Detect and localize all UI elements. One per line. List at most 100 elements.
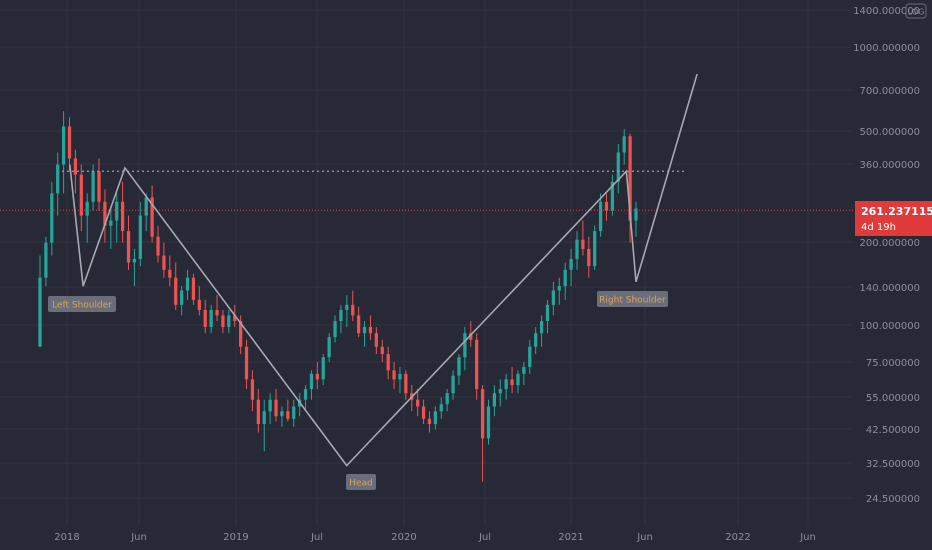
x-tick: 2021 xyxy=(558,532,583,543)
y-tick: 75.000000 xyxy=(866,358,920,369)
candle-body xyxy=(362,326,367,334)
x-tick: Jun xyxy=(636,532,653,543)
candle-body xyxy=(622,136,626,153)
candle-body xyxy=(492,393,496,407)
annotation-head: Head xyxy=(346,474,376,490)
current-price-label: 261.237115 4d 19h xyxy=(855,201,932,236)
candle-body xyxy=(551,290,556,305)
x-tick: 2020 xyxy=(391,532,416,543)
x-tick: Jul xyxy=(478,532,491,543)
candle-body xyxy=(634,208,638,221)
y-tick: 100.000000 xyxy=(860,321,920,332)
candle-body xyxy=(463,333,467,358)
current-price-countdown: 4d 19h xyxy=(861,222,896,233)
candle-body xyxy=(73,158,78,175)
candle-body xyxy=(628,136,632,221)
candle-body xyxy=(451,375,455,394)
candle-body xyxy=(180,290,184,305)
candle-body xyxy=(262,411,266,425)
candle-body xyxy=(233,315,237,322)
y-tick: 140.000000 xyxy=(860,283,920,294)
y-tick: 360.000000 xyxy=(860,160,920,171)
candle-body xyxy=(91,171,95,202)
current-price-value: 261.237115 xyxy=(861,205,932,218)
candle-body xyxy=(85,201,89,216)
candle-body xyxy=(439,404,443,412)
candle-body xyxy=(504,379,508,390)
candle-body xyxy=(239,321,243,347)
y-tick: 500.000000 xyxy=(860,127,920,138)
x-tick: Jul xyxy=(310,532,323,543)
candle-body xyxy=(333,321,337,338)
candle-body xyxy=(392,370,396,380)
x-tick: Jun xyxy=(799,532,816,543)
log-scale-toggle[interactable]: LOG xyxy=(905,3,927,19)
candle-body xyxy=(274,399,278,417)
candle-body xyxy=(498,389,502,394)
candle-body xyxy=(486,406,491,439)
candle-body xyxy=(120,201,125,232)
candle-body xyxy=(563,269,567,287)
annotation-head-text: Head xyxy=(349,479,373,489)
candle-body xyxy=(162,255,166,270)
y-tick: 55.000000 xyxy=(866,393,920,404)
y-tick: 1400.000000 xyxy=(853,6,920,17)
candle-body xyxy=(380,346,384,355)
candle-body xyxy=(539,321,544,334)
x-tick: Jun xyxy=(130,532,147,543)
annotation-left-shoulder: Left Shoulder xyxy=(48,296,116,312)
y-tick: 700.000000 xyxy=(860,86,920,97)
head-and-shoulders-pattern-line xyxy=(69,73,698,467)
candle-body xyxy=(309,373,314,390)
candle-body xyxy=(280,411,284,417)
y-tick: 1000.000000 xyxy=(853,43,920,54)
candle-body xyxy=(368,326,373,334)
svg-text:LOG: LOG xyxy=(908,8,925,17)
candle-body xyxy=(156,236,160,256)
candle-body xyxy=(56,164,60,194)
candle-body xyxy=(38,277,42,347)
x-tick: 2018 xyxy=(54,532,79,543)
candle-body xyxy=(144,197,148,216)
candle-body xyxy=(215,309,219,316)
candle-body xyxy=(209,309,213,327)
candle-body xyxy=(150,197,154,237)
candle-body xyxy=(97,171,101,202)
candle-body xyxy=(445,393,449,405)
candle-body xyxy=(522,366,526,374)
candlesticks xyxy=(38,111,638,482)
candle-body xyxy=(374,333,378,347)
candle-body xyxy=(61,126,66,165)
candle-body xyxy=(50,193,54,243)
candle-body xyxy=(138,215,142,259)
candle-body xyxy=(227,315,231,327)
y-tick: 200.000000 xyxy=(860,238,920,249)
y-tick: 32.500000 xyxy=(866,459,920,470)
candle-body xyxy=(103,201,107,226)
candle-body xyxy=(109,220,113,226)
candle-body xyxy=(191,277,196,300)
candle-body xyxy=(457,357,461,376)
candle-body xyxy=(416,399,420,407)
y-tick: 24.500000 xyxy=(866,494,920,505)
candle-body xyxy=(321,357,325,380)
candle-body xyxy=(534,333,538,347)
candle-body xyxy=(197,299,201,310)
gridlines xyxy=(0,0,852,525)
candle-body xyxy=(79,174,83,216)
candle-body xyxy=(327,337,331,358)
candle-body xyxy=(67,126,72,159)
candle-body xyxy=(480,389,485,439)
candle-body xyxy=(593,231,597,267)
candle-body xyxy=(286,411,290,419)
candle-body xyxy=(168,269,172,278)
y-tick: 42.500000 xyxy=(866,425,920,436)
candle-body xyxy=(339,309,343,322)
candle-body xyxy=(421,406,426,419)
candle-body xyxy=(315,373,319,380)
candle-body xyxy=(126,231,131,263)
candle-body xyxy=(610,181,615,211)
candle-body xyxy=(203,309,207,327)
